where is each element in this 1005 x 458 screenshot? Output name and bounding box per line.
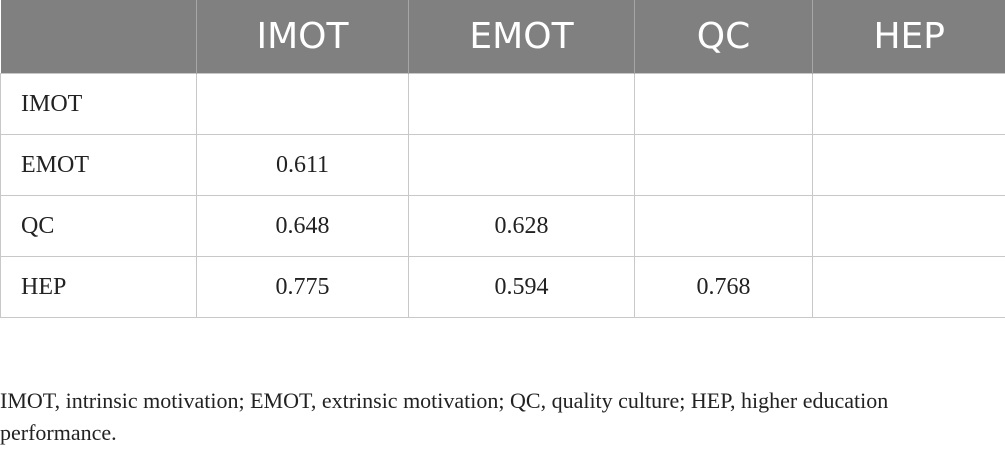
header-row: IMOT EMOT QC HEP <box>0 0 1005 74</box>
table-cell <box>408 134 635 196</box>
table-row: QC 0.648 0.628 <box>0 195 1005 257</box>
table-cell <box>634 134 813 196</box>
row-header: HEP <box>0 256 197 318</box>
table-cell <box>812 73 1005 135</box>
table-row: EMOT 0.611 <box>0 134 1005 196</box>
table-cell: 0.611 <box>196 134 409 196</box>
table-row: HEP 0.775 0.594 0.768 <box>0 256 1005 318</box>
column-header: HEP <box>812 0 1005 74</box>
row-header: EMOT <box>0 134 197 196</box>
footnote: IMOT, intrinsic motivation; EMOT, extrin… <box>0 388 889 445</box>
table-cell <box>196 73 409 135</box>
correlation-table: IMOT EMOT QC HEP IMOT EMOT 0.611 QC 0.648 0.6… <box>0 0 1005 318</box>
table-row: IMOT <box>0 73 1005 135</box>
table-cell <box>634 73 813 135</box>
column-header: QC <box>634 0 813 74</box>
table-cell: 0.628 <box>408 195 635 257</box>
table-cell: 0.594 <box>408 256 635 318</box>
table-cell <box>634 195 813 257</box>
table-cell: 0.775 <box>196 256 409 318</box>
column-header: IMOT <box>196 0 409 74</box>
table-cell <box>408 73 635 135</box>
column-header: EMOT <box>408 0 635 74</box>
table-body: IMOT EMOT 0.611 QC 0.648 0.628 HEP 0.775 0.594 0.… <box>0 73 1005 318</box>
row-header: QC <box>0 195 197 257</box>
table-cell <box>812 256 1005 318</box>
corner-cell <box>0 0 197 74</box>
table-cell: 0.768 <box>634 256 813 318</box>
table-cell <box>812 195 1005 257</box>
row-header: IMOT <box>0 73 197 135</box>
table-cell: 0.648 <box>196 195 409 257</box>
table-cell <box>812 134 1005 196</box>
